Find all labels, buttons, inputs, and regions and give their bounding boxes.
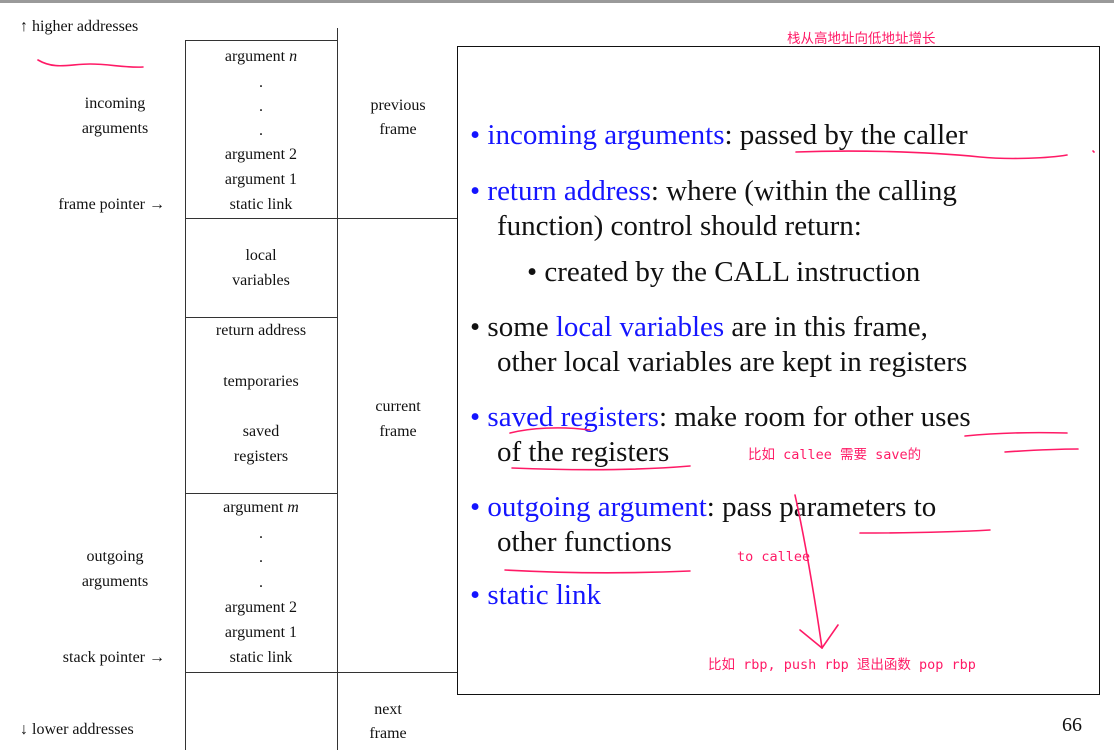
stack-pointer-label: stack pointer → [62,649,165,666]
bullet-saved-registers-line2: of the registers [497,436,670,468]
top-rule [0,0,1114,3]
cell-saved-line2: registers [233,448,289,465]
underline-of-the-registers [511,465,691,471]
arrow-to-rbp-note [794,494,823,649]
bullet-local-variables: • some local variables are in this frame… [470,311,928,343]
stack-right-border [337,28,338,750]
underline-parameters [859,529,991,534]
current-frame-label-line2: frame [379,423,417,440]
annotation-to-callee: to callee [737,549,811,565]
cell-locals-line2: variables [232,272,290,289]
lower-addresses-label: ↓ lower addresses [20,721,134,738]
cell-dot: . [259,525,263,542]
cell-dot: . [259,122,263,139]
cell-dot: . [259,574,263,591]
outgoing-label-line2: arguments [81,573,149,590]
current-frame-label-line1: current [375,398,421,415]
cell-out-static-link: static link [229,649,293,666]
cell-saved-line1: saved [242,423,280,440]
next-frame-label-line2: frame [369,725,407,742]
outgoing-label-line1: outgoing [86,548,144,565]
incoming-label-line2: arguments [81,120,149,137]
stack-left-border [185,40,186,750]
underline-callee-save-1 [964,431,1068,437]
cell-temporaries: temporaries [223,373,299,390]
underline-saved-registers [509,427,591,434]
cell-return-address: return address [215,322,307,339]
page-number: 66 [1062,714,1082,736]
bullet-outgoing-argument-line2: other functions [497,526,672,558]
cell-argument-1: argument 1 [224,171,298,188]
cell-out-argument-2: argument 2 [224,599,298,616]
arrowhead-right [821,624,839,649]
arrowhead-left [799,629,823,649]
tick-mark [1092,150,1095,153]
cell-dot: . [259,74,263,91]
frame-pointer-label: frame pointer → [58,196,165,213]
underline-other-functions [504,569,691,574]
underline-callee-save-2 [1004,448,1079,453]
incoming-label-line1: incoming [84,95,146,112]
stack-top-line [185,40,337,41]
frame-boundary-previous-current [185,218,457,219]
cell-dot: . [259,98,263,115]
cell-static-link: static link [229,196,293,213]
cell-argument-m: argument m [223,499,299,516]
previous-frame-label-line1: previous [370,97,426,114]
previous-frame-label-line2: frame [379,121,417,138]
underline-higher-addresses [37,59,144,68]
cell-out-argument-1: argument 1 [224,624,298,641]
cell-argument-n: argument n [224,48,298,65]
bullet-return-address-line2: function) control should return: [497,210,862,242]
cell-locals-line1: local [245,247,277,264]
bullet-static-link: • static link [470,579,601,611]
annotation-callee-save: 比如 callee 需要 save的 [748,447,922,463]
bullet-panel [457,46,1100,695]
sub-bullet-call-instruction: • created by the CALL instruction [527,256,921,288]
underline-passed-by-the-caller [795,150,1068,160]
annotation-stack-growth: 栈从高地址向低地址增长 [787,31,936,47]
bullet-local-variables-line2: other local variables are kept in regist… [497,346,968,378]
divider-locals [185,317,337,318]
bullet-outgoing-argument: • outgoing argument: pass parameters to [470,491,937,523]
next-frame-label-line1: next [374,701,402,718]
bullet-return-address: • return address: where (within the call… [470,175,957,207]
higher-addresses-label: ↑ higher addresses [20,18,139,35]
divider-outgoing [185,493,337,494]
cell-dot: . [259,549,263,566]
bullet-incoming-arguments: • incoming arguments: passed by the call… [470,119,968,151]
annotation-rbp: 比如 rbp, push rbp 退出函数 pop rbp [708,657,976,673]
cell-argument-2: argument 2 [224,146,298,163]
frame-boundary-current-next [185,672,457,673]
